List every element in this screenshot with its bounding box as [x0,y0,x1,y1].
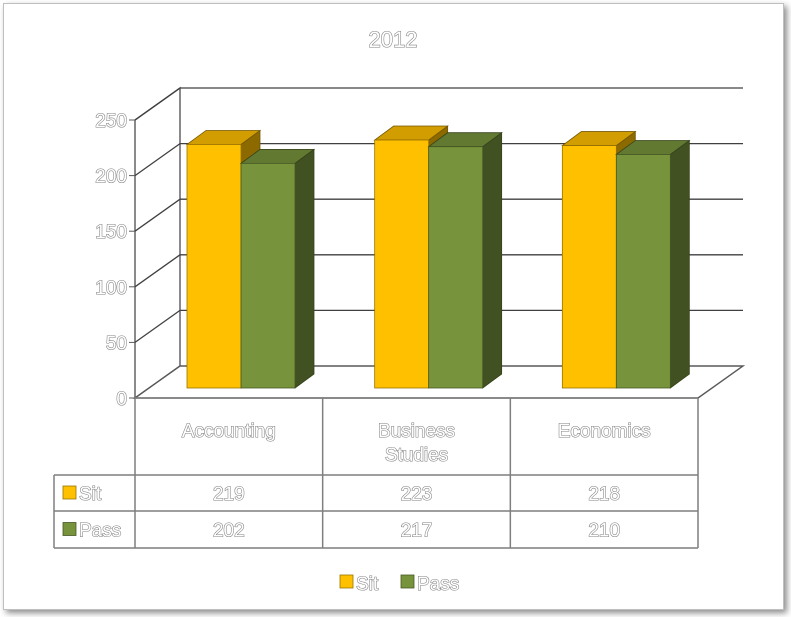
gridline-diagonal [134,87,181,121]
category-label-line: Business [378,421,455,442]
side-wall [134,86,181,400]
category-label: Business Studies [378,421,455,466]
bar-front [561,145,617,389]
bar-front [186,144,242,389]
bars [185,125,691,389]
y-tick-label: 250 [95,111,127,132]
table-legend-key [62,485,77,500]
bar-front [240,162,296,389]
legend-label: Sit [356,574,379,595]
gridline-diagonal [134,143,181,177]
chart-title: 2012 [369,27,418,52]
category-label-line: Studies [385,445,448,466]
y-tick-label: 50 [106,333,127,354]
data-value: 202 [213,521,245,542]
bar-pass [239,148,316,389]
data-value: 210 [588,521,620,542]
data-value: 217 [401,521,433,542]
gridline-diagonal [134,254,181,288]
bar-pass [615,139,691,389]
y-axis: 0 50 100 150 200 250 [95,110,135,411]
y-tick-label: 0 [116,389,127,410]
legend-key [400,574,415,589]
bar-front [615,154,671,389]
category-label: Accounting [182,421,276,442]
legend-key [339,574,354,589]
y-tick-label: 100 [95,278,127,299]
bar-side [482,131,503,389]
bar-front [428,146,484,389]
data-table: Accounting Business Studies Economics Sit 219… [53,397,699,549]
bar-side [294,148,315,389]
bar-side [669,139,690,389]
category-label: Economics [558,421,651,442]
gridline-diagonal [134,198,181,232]
gridline-diagonal [134,309,181,343]
bar-pass [427,131,503,389]
table-series-name: Sit [79,484,102,505]
y-tick-label: 150 [95,222,127,243]
data-value: 219 [213,484,245,505]
y-tick-label: 200 [95,167,127,188]
table-series-name: Pass [79,521,121,542]
bar-front [374,139,430,389]
data-value: 218 [588,484,620,505]
data-value: 223 [401,484,433,505]
legend: Sit Pass [339,573,460,596]
table-legend-key [62,522,77,536]
legend-label: Pass [417,574,459,595]
